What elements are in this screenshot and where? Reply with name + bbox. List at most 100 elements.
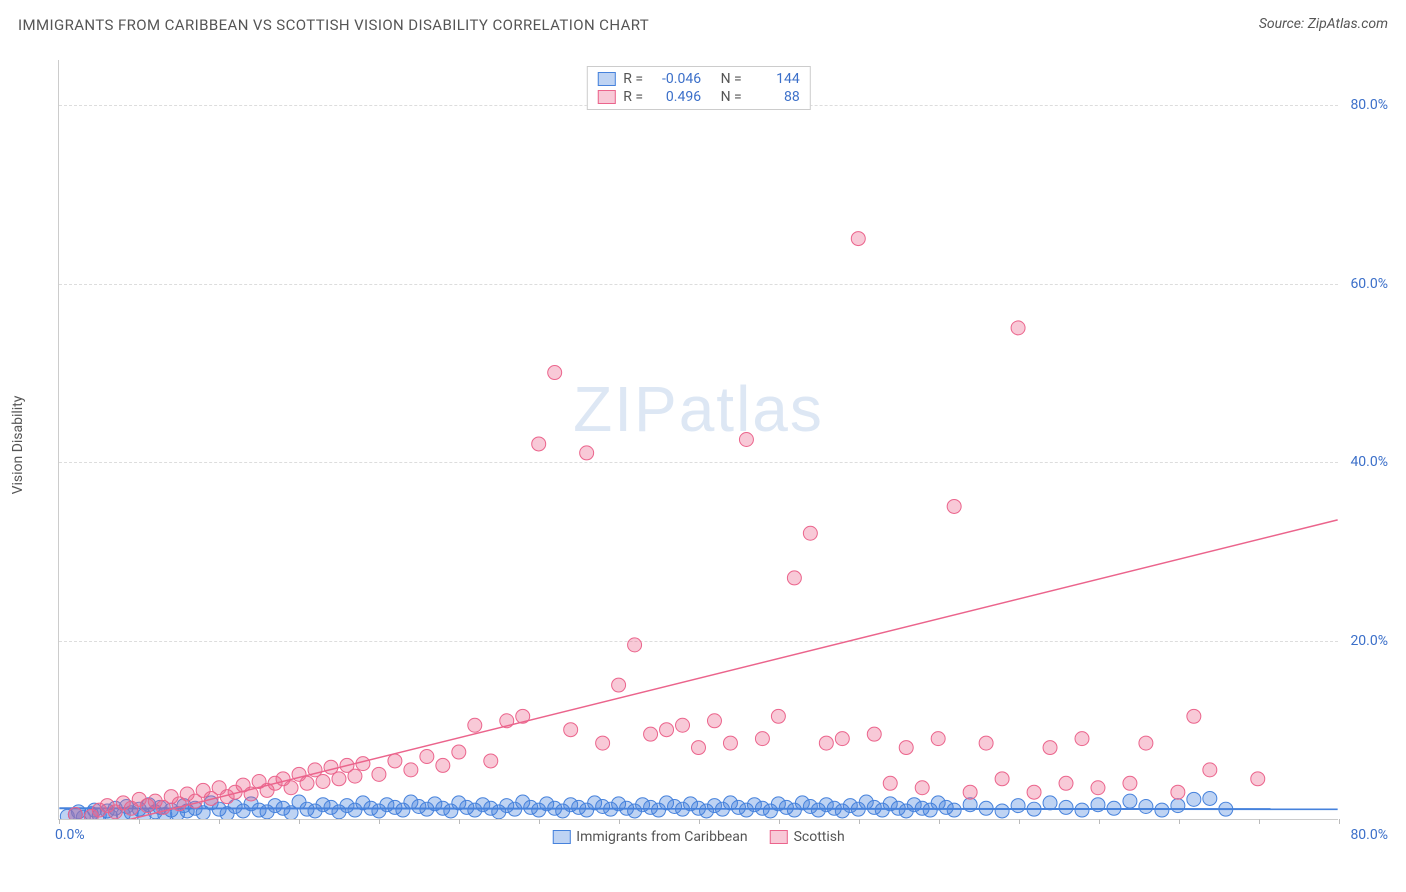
scatter-point	[436, 758, 450, 772]
scatter-point	[835, 732, 849, 746]
legend-correlation-box: R = -0.046 N = 144 R = 0.496 N = 88	[586, 66, 810, 110]
swatch-blue-icon	[597, 72, 615, 86]
scatter-point	[420, 750, 434, 764]
y-tick-label: 60.0%	[1350, 276, 1388, 292]
legend-label-caribbean: Immigrants from Caribbean	[576, 829, 747, 845]
legend-row-pink: R = 0.496 N = 88	[597, 89, 799, 105]
scatter-point	[899, 741, 913, 755]
scatter-point	[1123, 776, 1137, 790]
x-tick-mark	[139, 819, 140, 824]
scatter-point	[1059, 800, 1073, 814]
x-tick-mark	[1339, 819, 1340, 824]
swatch-pink-icon	[770, 830, 788, 844]
scatter-point	[660, 723, 674, 737]
scatter-point	[1187, 709, 1201, 723]
x-min-label: 0.0%	[55, 827, 85, 843]
scatter-point	[372, 767, 386, 781]
scatter-point	[1091, 781, 1105, 795]
x-tick-mark	[299, 819, 300, 824]
scatter-point	[388, 754, 402, 768]
legend-r-label-2: R =	[623, 89, 643, 105]
x-tick-mark	[379, 819, 380, 824]
scatter-point	[723, 736, 737, 750]
scatter-point	[803, 526, 817, 540]
chart-source: Source: ZipAtlas.com	[1259, 16, 1388, 32]
legend-r-value-2: 0.496	[651, 89, 701, 105]
scatter-point	[580, 446, 594, 460]
scatter-point	[915, 781, 929, 795]
scatter-point	[979, 736, 993, 750]
scatter-point	[348, 769, 362, 783]
scatter-point	[1155, 803, 1169, 817]
scatter-point	[739, 433, 753, 447]
legend-n-label-1: N =	[721, 71, 742, 87]
scatter-point	[644, 727, 658, 741]
x-tick-mark	[619, 819, 620, 824]
plot-area: ZIPatlas R = -0.046 N = 144 R = 0.496 N …	[58, 60, 1338, 820]
scatter-point	[1011, 321, 1025, 335]
scatter-point	[1187, 792, 1201, 806]
x-tick-mark	[59, 819, 60, 824]
scatter-point	[468, 718, 482, 732]
scatter-point	[1123, 794, 1137, 808]
scatter-point	[1251, 772, 1265, 786]
x-tick-mark	[219, 819, 220, 824]
chart-header: IMMIGRANTS FROM CARIBBEAN VS SCOTTISH VI…	[0, 0, 1406, 34]
scatter-point	[316, 775, 330, 789]
x-tick-mark	[1259, 819, 1260, 824]
scatter-point	[995, 772, 1009, 786]
trend-line	[59, 520, 1337, 819]
scatter-point	[564, 723, 578, 737]
scatter-point	[404, 763, 418, 777]
scatter-point	[819, 736, 833, 750]
scatter-point	[1075, 803, 1089, 817]
scatter-point	[300, 776, 314, 790]
scatter-point	[596, 736, 610, 750]
scatter-point	[548, 366, 562, 380]
legend-item-scottish: Scottish	[770, 829, 845, 845]
legend-r-label-1: R =	[623, 71, 643, 87]
x-tick-mark	[539, 819, 540, 824]
y-tick-label: 40.0%	[1350, 454, 1388, 470]
y-tick-label: 80.0%	[1350, 97, 1388, 113]
scatter-point	[628, 638, 642, 652]
scatter-point	[755, 732, 769, 746]
legend-label-scottish: Scottish	[794, 829, 845, 845]
legend-row-blue: R = -0.046 N = 144	[597, 71, 799, 87]
swatch-pink-icon	[597, 90, 615, 104]
scatter-point	[995, 804, 1009, 818]
scatter-point	[883, 776, 897, 790]
chart-title: IMMIGRANTS FROM CARIBBEAN VS SCOTTISH VI…	[18, 16, 649, 34]
scatter-point	[484, 754, 498, 768]
swatch-blue-icon	[552, 830, 570, 844]
scatter-point	[1203, 791, 1217, 805]
chart-container: Vision Disability ZIPatlas R = -0.046 N …	[48, 50, 1388, 840]
scatter-point	[284, 781, 298, 795]
x-max-label: 80.0%	[1350, 827, 1388, 843]
legend-item-caribbean: Immigrants from Caribbean	[552, 829, 747, 845]
scatter-point	[947, 803, 961, 817]
x-tick-mark	[459, 819, 460, 824]
scatter-point	[1027, 785, 1041, 799]
scatter-point	[692, 741, 706, 755]
legend-r-value-1: -0.046	[651, 71, 701, 87]
y-tick-label: 20.0%	[1350, 633, 1388, 649]
scatter-point	[1171, 799, 1185, 813]
scatter-point	[532, 437, 546, 451]
scatter-point	[1059, 776, 1073, 790]
scatter-point	[707, 714, 721, 728]
scatter-point	[356, 757, 370, 771]
scatter-point	[1139, 800, 1153, 814]
scatter-point	[851, 232, 865, 246]
scatter-point	[947, 499, 961, 513]
scatter-point	[612, 678, 626, 692]
scatter-point	[867, 727, 881, 741]
scatter-point	[68, 808, 82, 819]
scatter-point	[1171, 785, 1185, 799]
scatter-point	[332, 772, 346, 786]
scatter-point	[787, 571, 801, 585]
x-tick-mark	[1099, 819, 1100, 824]
trend-line	[59, 808, 1337, 809]
scatter-point	[771, 709, 785, 723]
scatter-point	[1043, 741, 1057, 755]
